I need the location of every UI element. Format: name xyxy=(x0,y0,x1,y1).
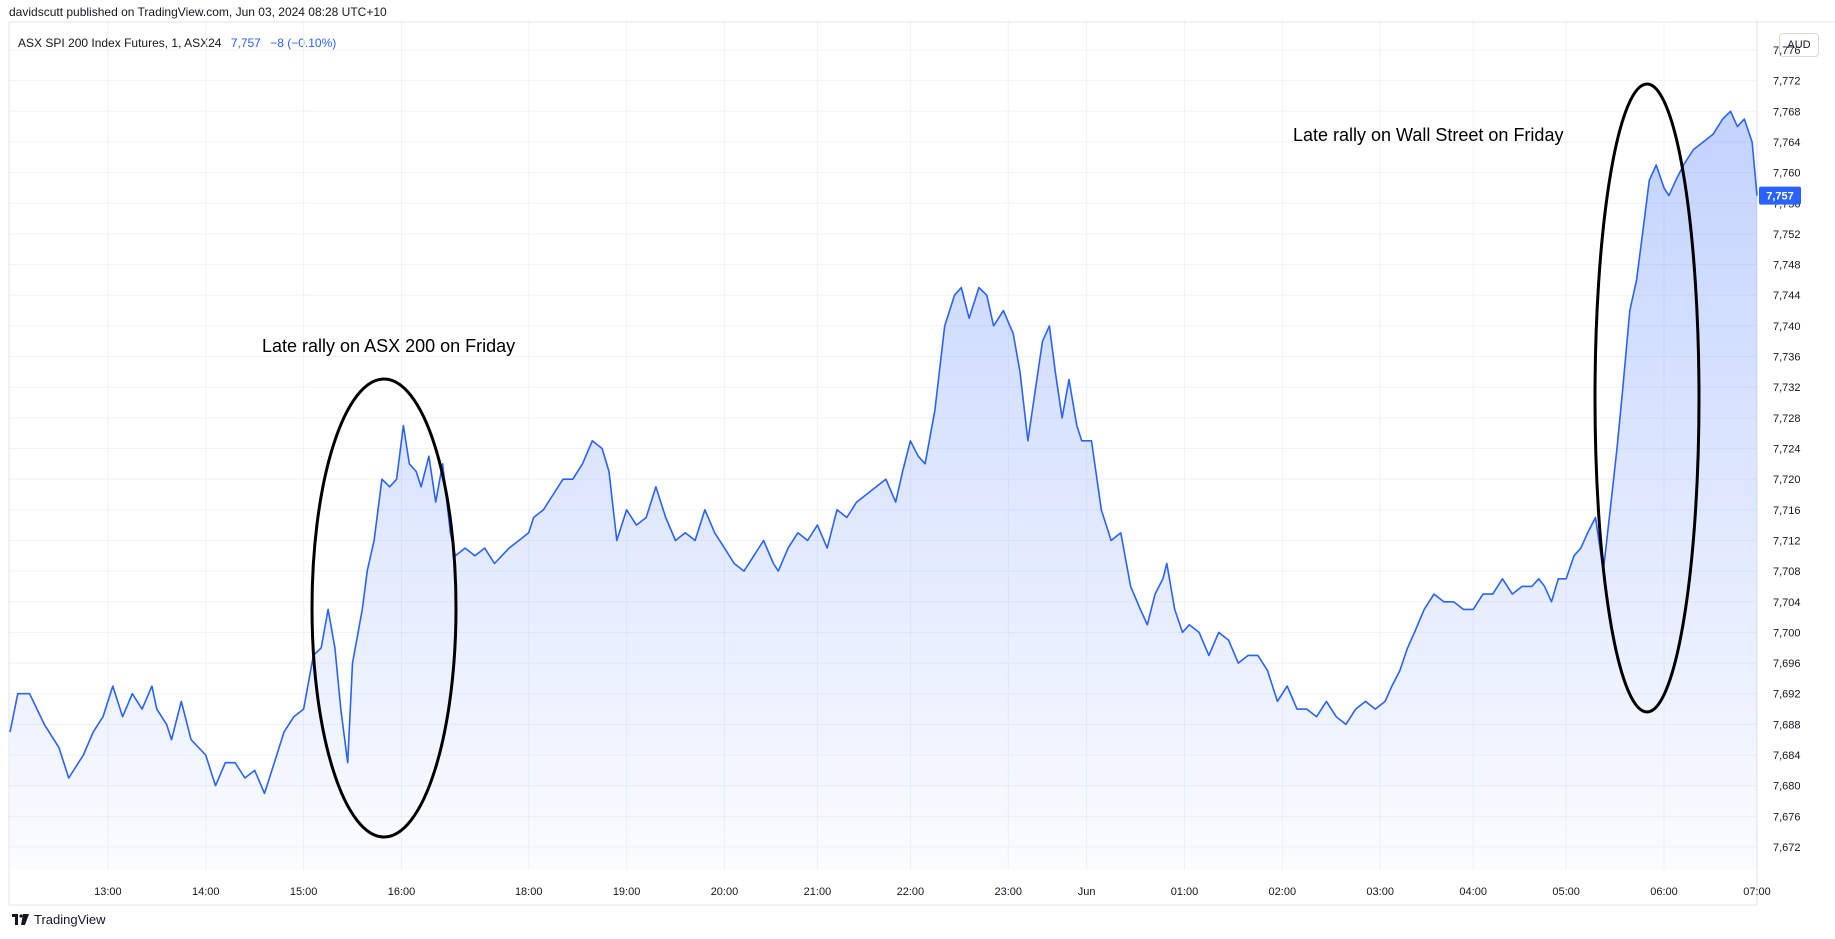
annotation-ellipse xyxy=(310,377,458,839)
x-tick-label: 20:00 xyxy=(711,886,739,898)
x-tick-label: 15:00 xyxy=(290,886,318,898)
x-tick-label: 07:00 xyxy=(1743,886,1771,898)
x-tick-label: 23:00 xyxy=(995,886,1023,898)
y-tick-label: 7,704 xyxy=(1773,597,1801,609)
y-tick-label: 7,700 xyxy=(1773,627,1801,639)
x-tick-label: 16:00 xyxy=(388,886,416,898)
y-tick-label: 7,720 xyxy=(1773,474,1801,486)
y-tick-label: 7,676 xyxy=(1773,811,1801,823)
y-tick-label: 7,744 xyxy=(1773,290,1801,302)
x-tick-label: 22:00 xyxy=(897,886,925,898)
tradingview-icon xyxy=(12,914,29,925)
y-tick-label: 7,716 xyxy=(1773,505,1801,517)
y-tick-label: 7,748 xyxy=(1773,260,1801,272)
symbol-name[interactable]: ASX SPI 200 Index Futures, 1, ASX24 xyxy=(18,36,222,50)
x-tick-label: 05:00 xyxy=(1552,886,1580,898)
annotation-ellipse xyxy=(1593,82,1701,714)
x-tick-label: 13:00 xyxy=(94,886,122,898)
currency-button[interactable]: AUD xyxy=(1779,33,1819,57)
y-tick-label: 7,752 xyxy=(1773,229,1801,241)
y-tick-label: 7,708 xyxy=(1773,566,1801,578)
y-tick-label: 7,740 xyxy=(1773,321,1801,333)
annotation-label: Late rally on ASX 200 on Friday xyxy=(262,336,515,356)
x-tick-label: 14:00 xyxy=(192,886,220,898)
y-tick-label: 7,760 xyxy=(1773,168,1801,180)
y-tick-label: 7,768 xyxy=(1773,106,1801,118)
y-tick-label: 7,684 xyxy=(1773,750,1801,762)
series-line[interactable] xyxy=(9,110,1758,795)
y-tick-label: 7,736 xyxy=(1773,352,1801,364)
x-tick-label: 04:00 xyxy=(1459,886,1487,898)
x-tick-label: 02:00 xyxy=(1269,886,1297,898)
x-tick-label: 18:00 xyxy=(515,886,543,898)
x-tick-label: 21:00 xyxy=(804,886,832,898)
x-tick-label: 19:00 xyxy=(613,886,641,898)
last-price: 7,757 xyxy=(230,36,261,50)
y-tick-label: 7,680 xyxy=(1773,781,1801,793)
y-tick-label: 7,724 xyxy=(1773,444,1801,456)
last-price-badge-label: 7,757 xyxy=(1766,191,1794,203)
y-tick-label: 7,764 xyxy=(1773,137,1801,149)
series-area xyxy=(10,111,1757,871)
x-tick-label: 06:00 xyxy=(1650,886,1678,898)
y-tick-label: 7,772 xyxy=(1773,76,1801,88)
y-tick-label: 7,696 xyxy=(1773,658,1801,670)
y-tick-label: 7,732 xyxy=(1773,382,1801,394)
y-tick-label: 7,688 xyxy=(1773,719,1801,731)
y-tick-label: 7,712 xyxy=(1773,535,1801,547)
tradingview-brand: TradingView xyxy=(34,912,106,927)
y-tick-label: 7,672 xyxy=(1773,842,1801,854)
x-tick-label: 03:00 xyxy=(1366,886,1394,898)
x-tick-label: 01:00 xyxy=(1171,886,1199,898)
x-tick-label: Jun xyxy=(1078,886,1096,898)
y-tick-label: 7,692 xyxy=(1773,689,1801,701)
y-tick-label: 7,776 xyxy=(1773,45,1801,57)
tradingview-logo[interactable]: TradingView xyxy=(12,912,106,927)
annotation-label: Late rally on Wall Street on Friday xyxy=(1293,125,1563,145)
y-tick-label: 7,728 xyxy=(1773,413,1801,425)
last-price-badge xyxy=(1759,186,1801,205)
published-caption: davidscutt published on TradingView.com,… xyxy=(9,5,387,19)
